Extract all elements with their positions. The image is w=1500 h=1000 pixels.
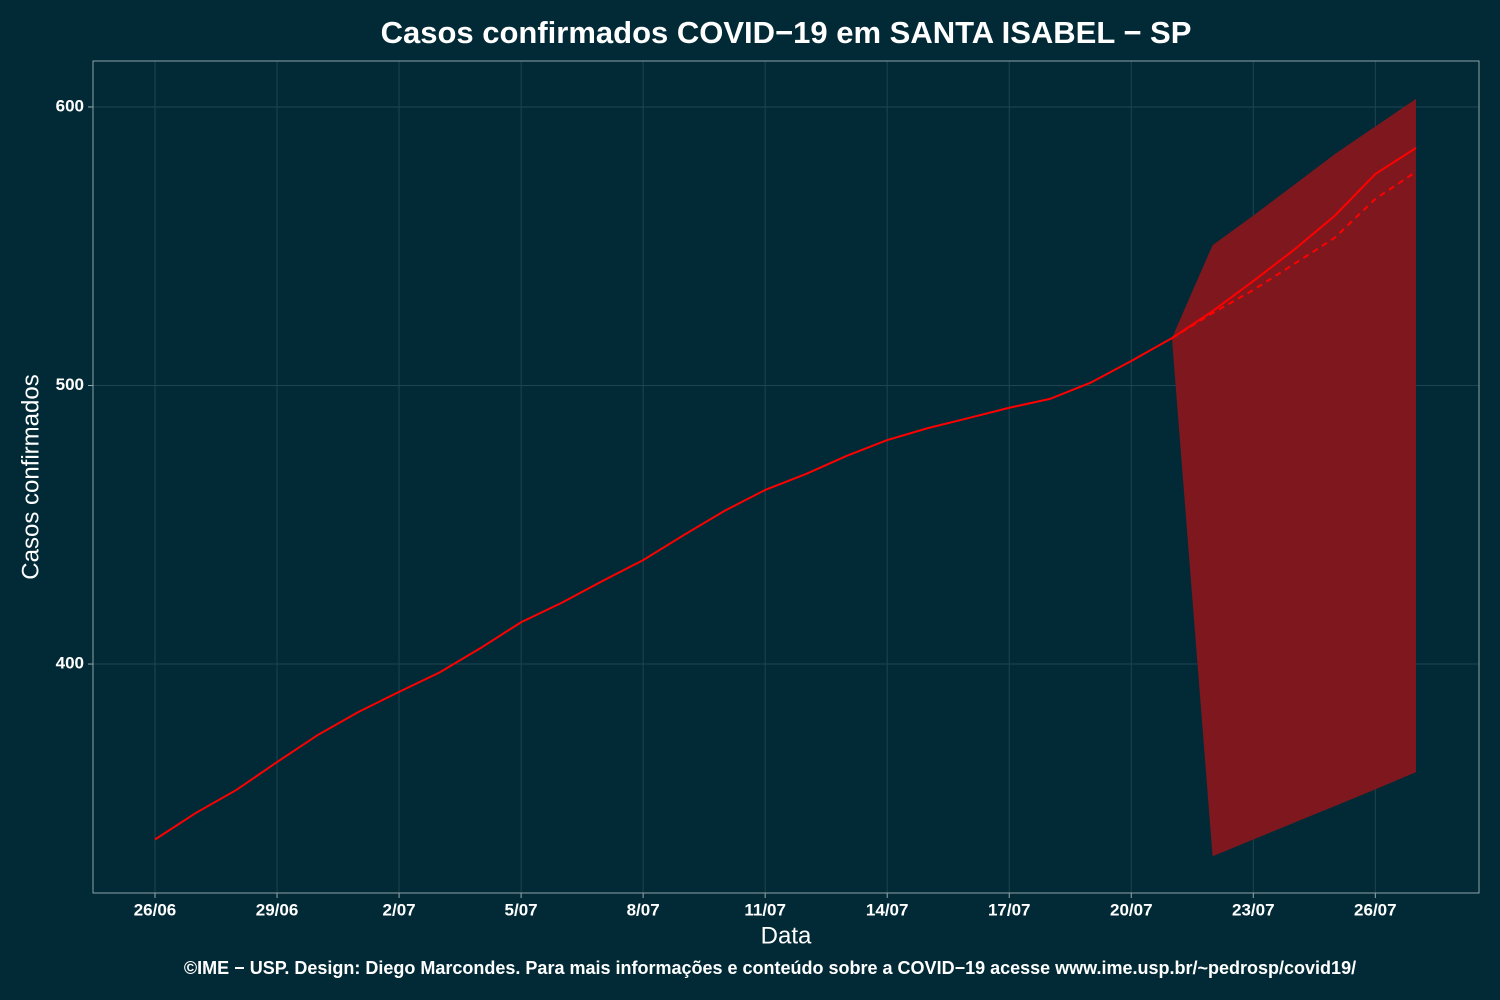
x-tick-label: 26/06	[134, 900, 177, 919]
x-tick-label: 14/07	[866, 900, 909, 919]
caption: ©IME − USP. Design: Diego Marcondes. Par…	[184, 958, 1356, 978]
x-tick-label: 26/07	[1354, 900, 1397, 919]
chart-title: Casos confirmados COVID−19 em SANTA ISAB…	[381, 15, 1192, 50]
y-tick-label: 400	[56, 654, 84, 673]
y-tick-label: 500	[56, 375, 84, 394]
x-tick-label: 2/07	[383, 900, 416, 919]
x-tick-label: 11/07	[744, 900, 786, 919]
plot-frame	[92, 60, 1480, 894]
x-tick-label: 8/07	[627, 900, 660, 919]
forecast-line	[1171, 171, 1417, 339]
x-tick-label: 5/07	[505, 900, 538, 919]
x-tick-label: 23/07	[1232, 900, 1275, 919]
x-tick-label: 17/07	[988, 900, 1031, 919]
y-axis-label: Casos confirmados	[17, 374, 44, 579]
x-tick-label: 29/06	[256, 900, 299, 919]
x-axis-label: Data	[761, 922, 812, 949]
data-line	[154, 147, 1417, 841]
y-tick-label: 600	[56, 96, 84, 115]
x-tick-label: 20/07	[1110, 900, 1153, 919]
confidence-band	[1171, 98, 1416, 857]
